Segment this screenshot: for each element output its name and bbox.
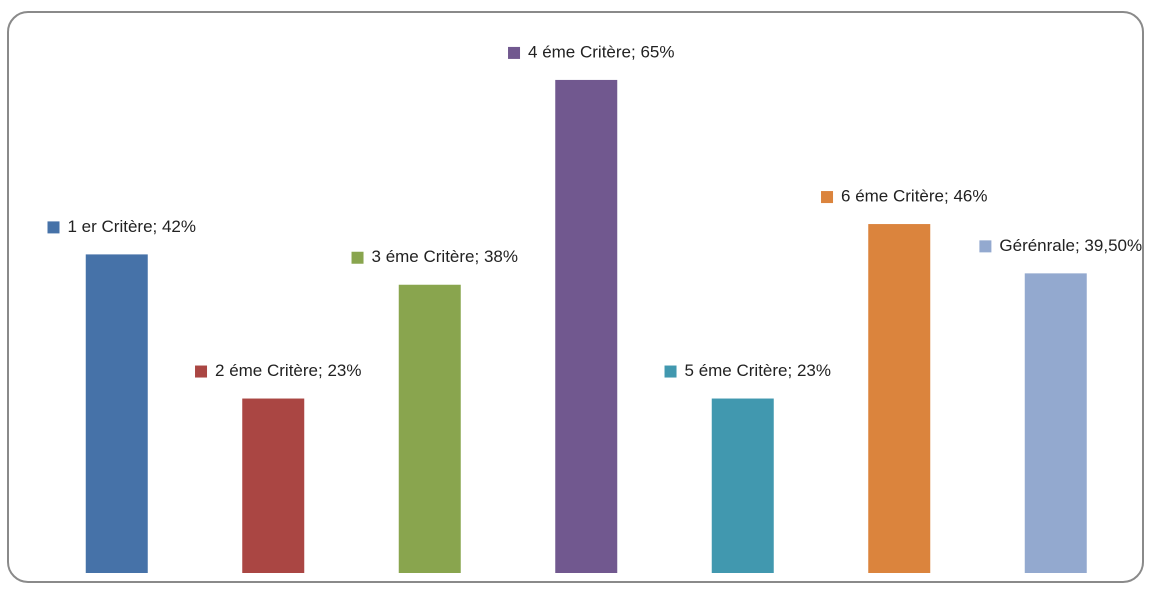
data-label: 2 éme Critère; 23% [215,361,361,380]
bar [398,284,461,573]
legend-key [47,221,60,234]
bar [555,79,618,573]
bar [711,398,774,573]
legend-key [821,191,834,204]
data-label: 5 éme Critère; 23% [685,361,831,380]
legend-key [979,240,992,253]
bar [868,224,931,574]
bar [1024,273,1087,573]
legend-key [508,46,521,59]
legend-key [351,251,364,264]
bar [242,398,305,573]
data-label: 6 éme Critère; 46% [841,187,987,206]
legend-key [664,365,677,378]
legend-key [195,365,208,378]
bar [85,254,148,573]
data-label: 1 er Critère; 42% [68,217,197,236]
data-label: 4 éme Critère; 65% [528,42,674,61]
data-label: 3 éme Critère; 38% [372,247,518,266]
data-label: Gérénrale; 39,50% [999,236,1142,255]
